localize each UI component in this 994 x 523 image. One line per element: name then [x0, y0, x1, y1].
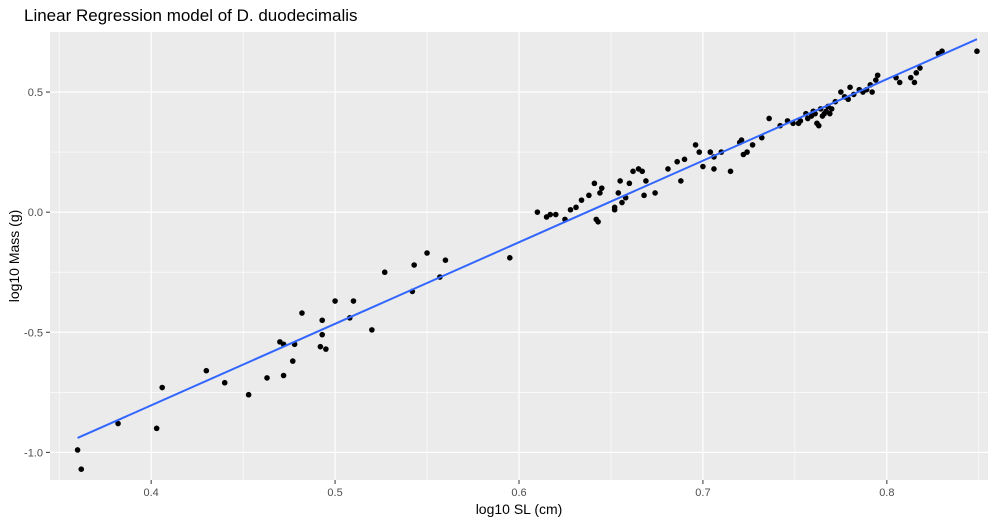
data-point: [874, 72, 881, 79]
data-point: [264, 375, 270, 381]
data-point: [578, 197, 585, 203]
data-point: [692, 142, 699, 148]
data-point: [913, 70, 920, 76]
data-point: [727, 168, 734, 175]
data-point: [369, 327, 375, 333]
data-point: [828, 106, 835, 112]
x-axis-title: log10 SL (cm): [476, 501, 563, 517]
data-points: [74, 48, 980, 472]
data-point: [911, 79, 918, 86]
x-axis: 0.4 0.5 0.6 0.7 0.8: [144, 480, 894, 499]
data-point: [597, 190, 603, 196]
x-tick-label: 0.4: [144, 487, 159, 499]
data-point: [939, 48, 945, 55]
data-point: [280, 372, 287, 379]
y-tick-label: 0.5: [28, 87, 43, 99]
data-point: [711, 166, 717, 172]
data-point: [350, 298, 357, 304]
data-point: [626, 180, 633, 187]
data-point: [643, 178, 649, 184]
data-point: [827, 110, 833, 117]
data-point: [547, 211, 554, 218]
data-point: [896, 79, 903, 86]
data-point: [115, 420, 121, 427]
data-point: [700, 163, 706, 170]
x-tick-label: 0.8: [879, 487, 894, 499]
y-tick-label: -0.5: [24, 327, 43, 339]
data-point: [815, 122, 822, 129]
y-tick-label: -1.0: [24, 447, 43, 459]
data-point: [442, 257, 449, 264]
data-point: [641, 192, 647, 199]
data-point: [323, 346, 329, 352]
data-point: [552, 211, 559, 218]
data-point: [507, 255, 513, 261]
data-point: [707, 149, 714, 155]
data-point: [299, 310, 305, 316]
data-point: [159, 384, 165, 391]
data-point: [586, 192, 592, 199]
data-point: [639, 168, 646, 175]
data-point: [203, 367, 210, 374]
data-point: [869, 89, 875, 95]
data-point: [744, 149, 750, 155]
data-point: [411, 262, 417, 268]
data-point: [332, 298, 338, 304]
data-point: [678, 178, 684, 184]
data-point: [534, 209, 541, 215]
regression-line-layer: [77, 38, 978, 439]
data-point: [245, 391, 252, 398]
minor-gridlines: [50, 32, 988, 480]
data-point: [974, 48, 980, 55]
data-point: [591, 180, 598, 187]
data-point: [424, 250, 430, 256]
data-point: [381, 269, 388, 276]
data-point: [289, 358, 296, 364]
data-point: [319, 317, 326, 324]
data-point: [595, 218, 601, 225]
y-tick-label: 0.0: [28, 207, 43, 219]
data-point: [847, 84, 853, 91]
data-point: [573, 204, 579, 211]
y-axis: -1.0 -0.5 0.0 0.5: [24, 87, 50, 459]
data-point: [319, 331, 326, 338]
data-point: [567, 206, 574, 213]
data-point: [317, 343, 324, 350]
x-tick-label: 0.6: [511, 487, 526, 499]
data-point: [74, 447, 81, 453]
data-point: [873, 77, 879, 83]
data-point: [221, 379, 228, 386]
data-point: [611, 206, 618, 213]
data-point: [665, 166, 671, 172]
data-point: [766, 115, 772, 122]
regression-line: [77, 38, 978, 439]
data-point: [153, 425, 160, 432]
data-point: [917, 65, 923, 71]
data-point: [838, 89, 844, 95]
x-tick-label: 0.7: [695, 487, 710, 499]
data-point: [907, 74, 914, 81]
data-point: [696, 149, 703, 155]
data-point: [615, 190, 622, 196]
data-point: [674, 158, 680, 165]
data-point: [617, 178, 623, 184]
data-point: [749, 142, 756, 148]
data-point: [78, 466, 85, 472]
x-tick-label: 0.5: [327, 487, 342, 499]
y-axis-title: log10 Mass (g): [6, 210, 22, 303]
chart-title: Linear Regression model of D. duodecimal…: [24, 6, 358, 25]
data-point: [738, 137, 745, 143]
data-point: [598, 185, 605, 191]
data-point: [630, 168, 636, 175]
data-point: [797, 118, 804, 124]
data-point: [652, 190, 658, 196]
data-point: [681, 156, 688, 163]
data-point: [619, 199, 625, 206]
